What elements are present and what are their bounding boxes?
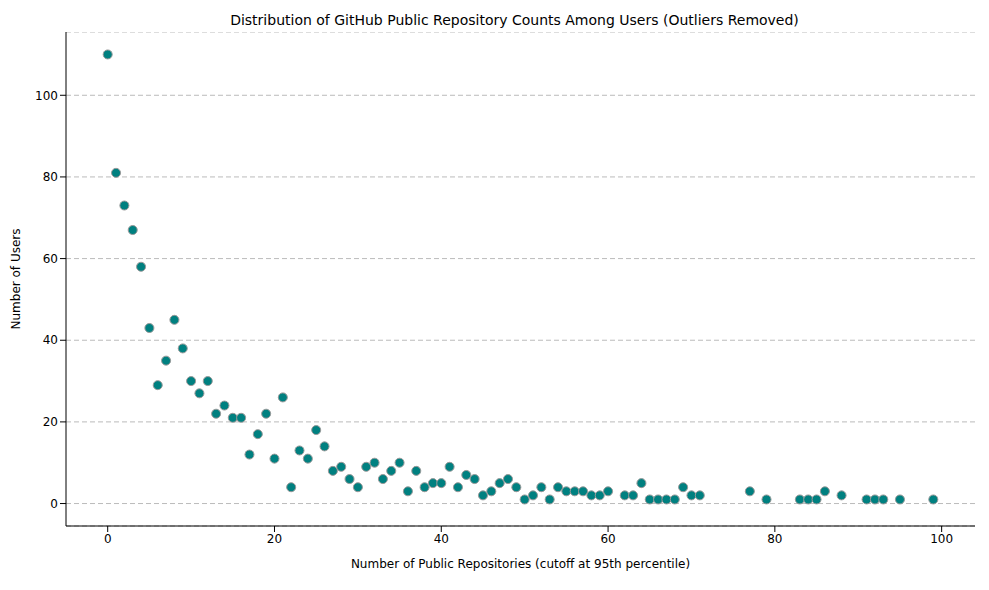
html-text:Distribution of GitHub Public: Distribution of GitHub Public Repository… — [230, 12, 799, 28]
svg-text:60: 60 — [43, 252, 58, 266]
svg-text:100: 100 — [35, 89, 58, 103]
svg-text:80: 80 — [43, 170, 58, 184]
svg-text:40: 40 — [43, 333, 58, 347]
svg-text:100: 100 — [930, 532, 953, 546]
svg-text:40: 40 — [434, 532, 449, 546]
svg-text:Number of Users: Number of Users — [9, 228, 23, 329]
svg-text:20: 20 — [267, 532, 282, 546]
svg-text:0: 0 — [50, 497, 58, 511]
svg-text:0: 0 — [104, 532, 112, 546]
svg-text:20: 20 — [43, 415, 58, 429]
svg-text:80: 80 — [767, 532, 782, 546]
svg-text:60: 60 — [600, 532, 615, 546]
svg-text:Number of Public Repositories: Number of Public Repositories (cutoff at… — [351, 557, 690, 571]
